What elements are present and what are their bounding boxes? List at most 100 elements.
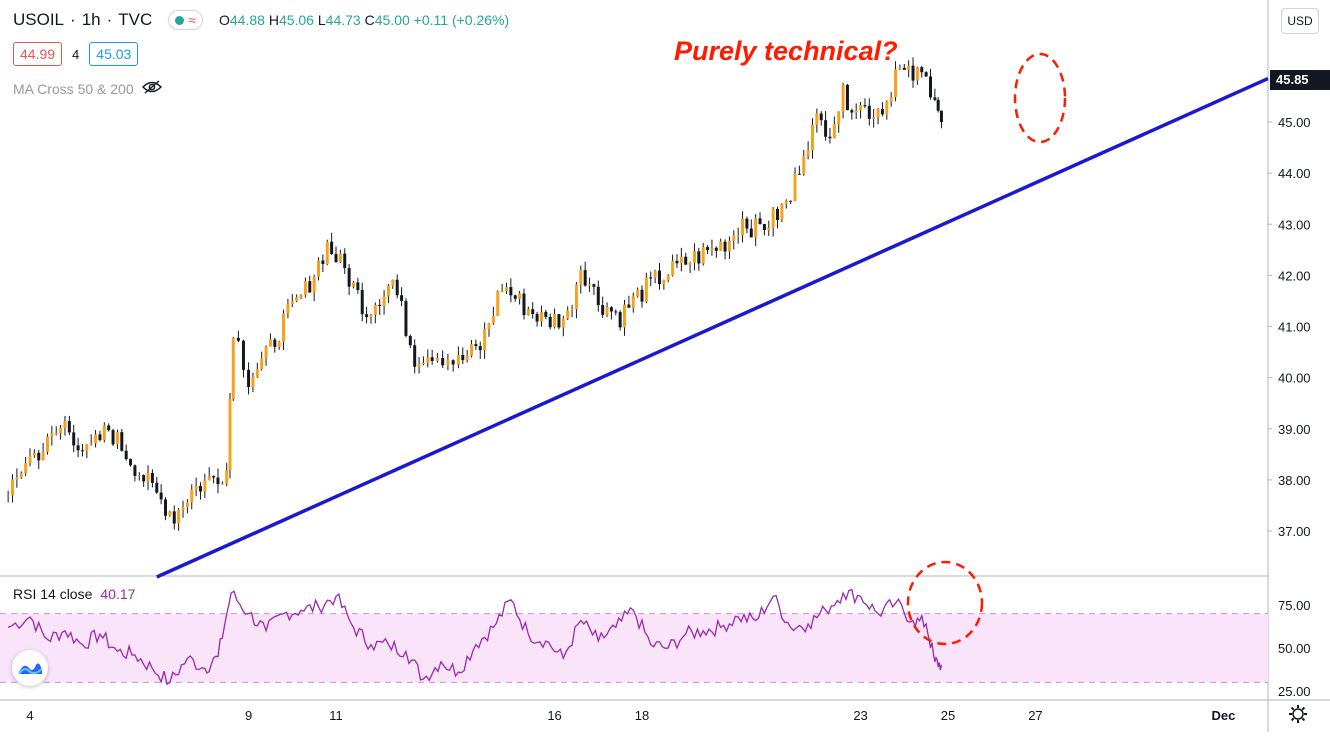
candle-body <box>277 341 281 347</box>
indicator-legend: MA Cross 50 & 200 <box>13 80 162 97</box>
candle-body <box>592 284 596 287</box>
candle-body <box>255 368 259 377</box>
candle-body <box>666 275 670 280</box>
candle-body <box>631 296 635 308</box>
candle-body <box>216 477 220 485</box>
candle-body <box>810 124 814 151</box>
candle-body <box>133 465 137 476</box>
candle-body <box>194 485 198 490</box>
time-tick-label: 18 <box>635 708 649 723</box>
currency-button[interactable]: USD <box>1281 8 1319 34</box>
candle-body <box>321 260 325 264</box>
candle-body <box>539 311 543 322</box>
candle-body <box>98 434 102 441</box>
candle-body <box>120 432 124 451</box>
candle-body <box>177 509 181 524</box>
change-value: +0.11 (+0.26%) <box>413 12 510 28</box>
candle-body <box>395 279 399 296</box>
candle-body <box>526 309 530 316</box>
settings-gear-icon[interactable] <box>1288 704 1308 729</box>
candle-body <box>28 455 32 464</box>
symbol-separator: · <box>70 10 76 29</box>
candle-body <box>824 120 828 137</box>
candle-body <box>164 499 168 516</box>
candle-body <box>548 316 552 328</box>
candle-body <box>41 451 45 461</box>
time-tick-label: 25 <box>941 708 955 723</box>
candle-body <box>273 339 277 347</box>
candle-body <box>59 428 63 434</box>
candle-body <box>727 240 731 252</box>
candle-body <box>37 452 41 461</box>
candle-body <box>601 305 605 315</box>
time-tick-label: 9 <box>245 708 252 723</box>
candle-body <box>706 247 710 251</box>
candle-body <box>207 476 211 481</box>
candle-body <box>404 300 408 336</box>
sell-price-button[interactable]: 44.99 <box>13 42 63 66</box>
candle-body <box>688 262 692 265</box>
candle-body <box>780 203 784 221</box>
candle-body <box>282 313 286 342</box>
high-label: H <box>268 12 279 28</box>
candle-body <box>54 433 58 435</box>
high-value: 45.06 <box>278 12 314 28</box>
candle-body <box>579 270 583 285</box>
candle-body <box>198 485 202 492</box>
candle-body <box>72 432 76 446</box>
candle-body <box>653 270 657 278</box>
symbol-name[interactable]: USOIL <box>13 10 65 29</box>
rsi-line <box>7 588 943 686</box>
candle-body <box>6 495 10 497</box>
candle-body <box>736 235 740 237</box>
candle-body <box>535 314 539 322</box>
candle-body <box>636 289 640 297</box>
symbol-separator: · <box>106 10 113 29</box>
candle-body <box>907 65 911 70</box>
time-tick-label: Dec <box>1211 708 1235 723</box>
candle-body <box>583 270 587 286</box>
market-status-pill[interactable]: ≈ <box>168 10 203 30</box>
candle-body <box>356 282 360 291</box>
candle-body <box>745 218 749 229</box>
price-tick-label: 43.00 <box>1278 217 1311 232</box>
candle-body <box>236 337 240 341</box>
hidden-eye-icon[interactable] <box>141 80 162 97</box>
candle-body <box>841 84 845 112</box>
candle-body <box>889 97 893 102</box>
candle-body <box>679 256 683 264</box>
candle-body <box>487 323 491 330</box>
price-tick-label: 39.00 <box>1278 422 1311 437</box>
price-tick-label: 42.00 <box>1278 268 1311 283</box>
candle-body <box>832 124 836 139</box>
candle-body <box>330 241 334 255</box>
indicator-name[interactable]: MA Cross 50 & 200 <box>13 80 134 97</box>
candle-body <box>806 150 810 156</box>
candle-body <box>129 459 133 466</box>
last-price-tag: 45.85 <box>1270 70 1330 90</box>
candle-body <box>203 480 207 492</box>
candle-body <box>671 260 675 276</box>
candle-body <box>880 108 884 115</box>
candle-body <box>124 450 128 460</box>
candle-body <box>732 235 736 241</box>
candle-body <box>894 69 898 98</box>
candle-body <box>317 260 321 277</box>
candle-body <box>470 344 474 356</box>
symbol-interval[interactable]: 1h <box>81 10 101 29</box>
rsi-label[interactable]: RSI 14 close <box>13 586 93 602</box>
candle-body <box>63 421 67 429</box>
tradingview-logo[interactable] <box>12 650 48 686</box>
candle-body <box>614 311 618 313</box>
candle-body <box>837 111 841 125</box>
candle-body <box>290 301 294 304</box>
candle-body <box>723 241 727 252</box>
candle-body <box>400 295 404 301</box>
candle-body <box>924 72 928 77</box>
candle-body <box>299 295 303 298</box>
buy-price-button[interactable]: 45.03 <box>89 42 139 66</box>
candle-body <box>251 376 255 388</box>
candle-body <box>228 399 232 470</box>
